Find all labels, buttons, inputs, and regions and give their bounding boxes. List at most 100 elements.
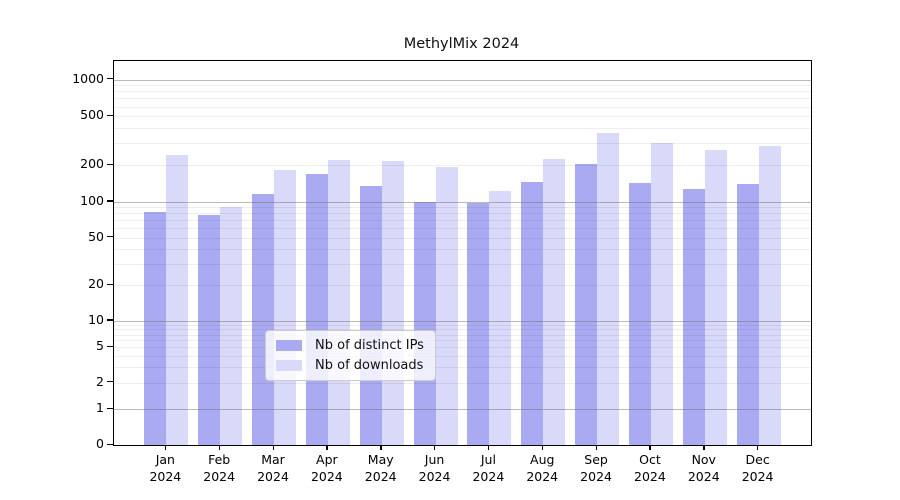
y-tick-mark bbox=[107, 163, 113, 165]
minor-gridline bbox=[114, 285, 811, 287]
bar-mar-ips bbox=[252, 194, 275, 445]
legend-swatch-downloads bbox=[276, 360, 302, 371]
x-tick-mark bbox=[434, 445, 436, 450]
bar-sep-ips bbox=[575, 163, 598, 445]
legend-item: Nb of distinct IPs bbox=[276, 338, 424, 353]
x-tick-label-year: 2024 bbox=[687, 469, 720, 484]
y-tick-label: 10 bbox=[88, 311, 104, 327]
x-tick-label: Apr 2024 bbox=[297, 451, 357, 485]
minor-gridline bbox=[114, 213, 811, 215]
minor-gridline bbox=[114, 334, 811, 336]
y-tick-mark bbox=[107, 114, 113, 117]
y-tick-mark bbox=[107, 200, 113, 202]
chart-title: MethylMix 2024 bbox=[403, 36, 520, 52]
y-tick-label: 1000 bbox=[72, 70, 104, 86]
x-tick-label-year: 2024 bbox=[418, 469, 451, 484]
major-gridline bbox=[114, 79, 811, 81]
x-tick-label: Sep 2024 bbox=[566, 451, 626, 485]
bar-dec-downloads bbox=[758, 145, 781, 445]
bar-sep-downloads bbox=[597, 133, 620, 445]
y-tick-mark bbox=[107, 236, 113, 238]
bar-feb-ips bbox=[198, 215, 221, 445]
bar-oct-downloads bbox=[650, 143, 673, 445]
minor-gridline bbox=[114, 228, 811, 230]
bar-jan-downloads bbox=[166, 155, 189, 445]
x-tick-mark bbox=[272, 445, 274, 450]
minor-gridline bbox=[114, 324, 811, 326]
y-tick-mark bbox=[107, 407, 113, 409]
minor-gridline bbox=[114, 85, 811, 87]
bar-dec-ips bbox=[736, 184, 759, 445]
x-tick-label: Dec 2024 bbox=[728, 451, 788, 485]
x-tick-label-year: 2024 bbox=[580, 469, 612, 484]
x-tick-label-year: 2024 bbox=[741, 469, 774, 484]
minor-gridline bbox=[114, 367, 811, 368]
minor-gridline bbox=[114, 329, 811, 331]
y-tick-mark bbox=[107, 78, 113, 80]
bar-nov-downloads bbox=[704, 150, 727, 445]
x-tick-label: Nov 2024 bbox=[674, 451, 734, 485]
x-tick-label: Oct 2024 bbox=[620, 451, 680, 485]
x-tick-mark bbox=[487, 445, 490, 450]
x-tick-mark bbox=[326, 445, 328, 450]
bar-jun-downloads bbox=[435, 166, 458, 445]
major-gridline bbox=[114, 320, 811, 322]
bar-oct-ips bbox=[628, 182, 651, 445]
x-tick-label: Jan 2024 bbox=[135, 451, 195, 485]
bar-jun-ips bbox=[413, 201, 436, 445]
x-tick-mark bbox=[757, 445, 759, 450]
x-tick-mark bbox=[649, 445, 651, 450]
x-tick-mark bbox=[164, 445, 167, 450]
minor-gridline bbox=[114, 143, 811, 145]
bar-apr-ips bbox=[305, 174, 328, 445]
y-tick-label: 0 bbox=[96, 436, 104, 451]
x-tick-label: Jun 2024 bbox=[405, 451, 465, 485]
major-gridline bbox=[114, 409, 811, 411]
x-tick-label-year: 2024 bbox=[472, 469, 505, 484]
x-tick-label-year: 2024 bbox=[203, 469, 236, 484]
x-tick-label: Jul 2024 bbox=[458, 451, 518, 485]
minor-gridline bbox=[114, 116, 811, 118]
legend: Nb of distinct IPs Nb of downloads bbox=[265, 330, 436, 381]
y-tick-mark bbox=[107, 381, 113, 383]
minor-gridline bbox=[114, 207, 811, 209]
y-tick-label: 20 bbox=[88, 276, 104, 292]
bar-may-ips bbox=[359, 185, 382, 445]
bar-aug-downloads bbox=[543, 158, 566, 445]
y-tick-mark bbox=[107, 319, 113, 321]
minor-gridline bbox=[114, 382, 811, 384]
bar-jul-downloads bbox=[489, 191, 512, 445]
plot-area bbox=[113, 60, 812, 446]
minor-gridline bbox=[114, 340, 811, 342]
x-tick-label: Mar 2024 bbox=[243, 451, 303, 485]
x-tick-label-year: 2024 bbox=[310, 469, 343, 484]
y-tick-label: 50 bbox=[88, 228, 104, 244]
legend-label: Nb of distinct IPs bbox=[315, 338, 424, 353]
legend-swatch-distinct-ips bbox=[276, 340, 302, 351]
x-tick-label: May 2024 bbox=[351, 451, 411, 485]
bar-jul-ips bbox=[467, 202, 490, 445]
x-tick-label-year: 2024 bbox=[257, 469, 289, 484]
bar-nov-ips bbox=[682, 188, 705, 445]
minor-gridline bbox=[114, 91, 811, 93]
y-tick-label: 1 bbox=[96, 400, 104, 416]
y-tick-mark bbox=[107, 443, 113, 445]
x-tick-label-year: 2024 bbox=[526, 469, 559, 484]
x-tick-mark bbox=[218, 445, 220, 450]
major-gridline bbox=[114, 201, 811, 203]
y-tick-mark bbox=[107, 283, 113, 285]
y-tick-mark bbox=[107, 345, 113, 348]
minor-gridline bbox=[114, 264, 811, 266]
x-tick-label-year: 2024 bbox=[364, 469, 397, 484]
legend-item: Nb of downloads bbox=[276, 358, 424, 373]
minor-gridline bbox=[114, 220, 811, 222]
x-tick-label: Feb 2024 bbox=[189, 451, 249, 485]
legend-label: Nb of downloads bbox=[315, 358, 424, 373]
x-tick-label: Aug 2024 bbox=[512, 451, 572, 485]
minor-gridline bbox=[114, 128, 811, 130]
x-tick-mark bbox=[703, 445, 705, 450]
minor-gridline bbox=[114, 106, 811, 108]
minor-gridline bbox=[114, 165, 811, 167]
bar-feb-downloads bbox=[220, 207, 243, 445]
